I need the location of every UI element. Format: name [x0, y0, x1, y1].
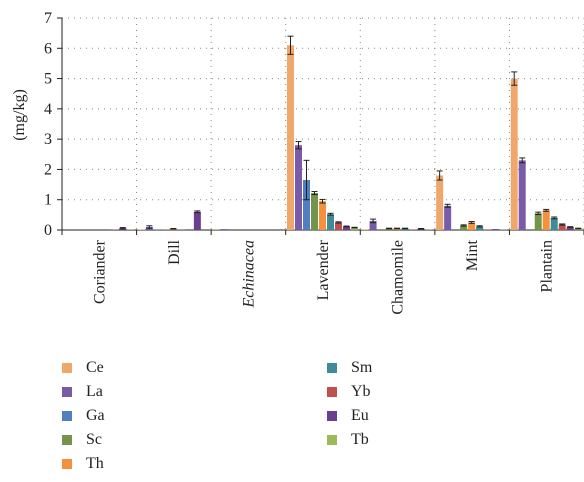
legend-item: Yb: [327, 381, 371, 403]
x-tick-label: Mint: [464, 239, 481, 271]
legend-item: Sm: [327, 357, 372, 379]
y-tick-label: 5: [44, 71, 52, 88]
legend-swatch: [62, 363, 72, 373]
bar: [327, 214, 334, 230]
bar: [492, 229, 499, 230]
legend-item: La: [62, 381, 103, 403]
x-tick-label: Dill: [166, 239, 183, 264]
x-tick-label: Coriander: [91, 239, 108, 304]
x-tick-label: Chamomile: [390, 240, 407, 315]
bar: [551, 218, 558, 230]
x-tick-label: Lavender: [315, 239, 332, 300]
bar: [311, 193, 318, 230]
bar: [519, 160, 526, 230]
legend-label: La: [86, 383, 103, 401]
legend-label: Sc: [86, 431, 102, 449]
y-tick-label: 4: [44, 101, 52, 118]
x-tick-label: Plantain: [539, 240, 556, 292]
legend-swatch: [62, 411, 72, 421]
legend-swatch: [327, 435, 337, 445]
y-tick-label: 7: [44, 10, 52, 27]
legend-label: Ce: [86, 359, 104, 377]
bar: [535, 213, 542, 230]
legend-swatch: [327, 387, 337, 397]
legend-item: Sc: [62, 429, 102, 451]
legend-item: Ce: [62, 357, 104, 379]
y-tick-label: 0: [44, 222, 52, 239]
bar: [362, 229, 369, 230]
legend-swatch: [62, 435, 72, 445]
bar: [444, 206, 451, 230]
bar: [436, 175, 443, 230]
bar: [194, 212, 201, 230]
bar: [138, 229, 145, 230]
y-tick-label: 3: [44, 131, 52, 148]
legend-item: Eu: [327, 405, 369, 427]
y-axis-label: (mg/kg): [11, 89, 28, 141]
bar: [511, 79, 518, 230]
legend-item: Tb: [327, 429, 369, 451]
legend-swatch: [327, 411, 337, 421]
legend-swatch: [62, 459, 72, 469]
bar: [295, 145, 302, 230]
legend-item: Ga: [62, 405, 105, 427]
gridlines: [62, 18, 584, 230]
bars: [111, 36, 581, 230]
legend-swatch: [327, 363, 337, 373]
legend-label: Sm: [351, 359, 372, 377]
legend-label: Ga: [86, 407, 105, 425]
bar: [335, 222, 342, 230]
legend-label: Tb: [351, 431, 369, 449]
y-tick-label: 2: [44, 161, 52, 178]
legend-swatch: [62, 387, 72, 397]
bar: [543, 210, 550, 230]
y-tick-label: 6: [44, 40, 52, 57]
bar: [319, 201, 326, 230]
legend: Ce La Ga Sc Th Sm Yb Eu Tb: [62, 357, 462, 482]
y-tick-label: 1: [44, 192, 52, 209]
x-tick-label: Echinacea: [240, 240, 257, 309]
legend-label: Th: [86, 455, 104, 473]
legend-label: Eu: [351, 407, 369, 425]
legend-label: Yb: [351, 383, 371, 401]
legend-item: Th: [62, 453, 104, 475]
bar: [220, 229, 227, 230]
bar: [287, 45, 294, 230]
bar: [484, 229, 491, 230]
